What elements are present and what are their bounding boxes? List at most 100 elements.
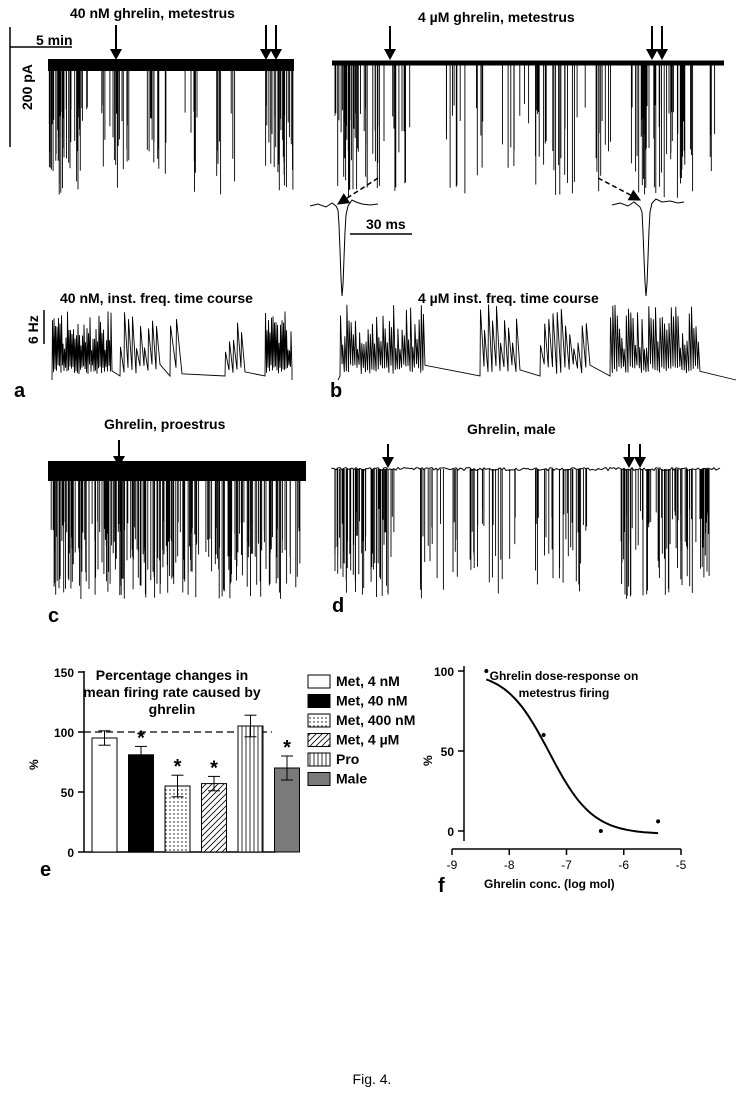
baseline-band [48,59,294,71]
chart-f-points [484,669,661,833]
chart-e-legend-swatch [307,772,331,786]
chart-e-legend-swatch [307,733,331,747]
baseline-noise [331,466,721,472]
chart-e-y-tick-label: 100 [54,726,74,740]
chart-e-significance-marker: * [283,737,291,759]
panel-letter-c: c [48,605,59,627]
inst-frequency-line [51,311,293,381]
chart-f-title: Ghrelin dose-response on metestrus firing [490,669,639,700]
chart-e-bar [274,767,300,853]
panel-letter-b: b [330,380,342,402]
chart-e-significance-marker: * [137,727,145,749]
dose-response-chart-f: Ghrelin dose-response on metestrus firing… [421,665,687,897]
panel-letter-d: d [332,595,344,617]
chart-f-y-tick-label: 100 [434,665,454,679]
chart-e-legend-label: Met, 400 nM [336,712,415,728]
chart-e-bar [237,725,264,853]
chart-f-x-tick-label: -9 [447,858,458,872]
spike-scale-label: 30 ms [366,216,406,232]
panel-a-title: 40 nM ghrelin, metestrus [70,5,235,21]
trace-d [331,466,721,599]
panel-b-subtitle: 4 µM inst. freq. time course [418,290,599,306]
chart-e-ylabel: % [27,759,41,770]
chart-f-x-tick-label: -8 [504,858,515,872]
arrow-head [384,49,396,60]
arrow-head [260,49,272,60]
chart-f-point [598,829,603,833]
arrow-head [270,49,282,60]
panel-c: Ghrelin, proestrus c [48,416,306,627]
zoom-arrow-left [336,177,379,205]
spike-events [334,63,716,198]
chart-f-title-line: metestrus firing [519,686,610,700]
arrow-head [382,457,394,468]
chart-e-legend-swatch [307,694,331,708]
time-scale-label: 5 min [36,32,73,48]
spike-events [50,471,301,599]
panel-b: 4 µM ghrelin, metestrus 30 ms 4 µM inst.… [309,9,737,402]
freq-trace-b [337,304,737,381]
chart-e-legend: Met, 4 nM Met, 40 nM Met, 400 nM Met, 4 µM P… [307,673,415,787]
trace-b [332,60,724,198]
panel-letter-e: e [40,859,51,881]
chart-e-legend-swatch [307,674,331,689]
figure-caption: Fig. 4. [352,1071,392,1087]
chart-f-fit-curve [485,678,659,835]
arrow-head [113,456,125,467]
chart-e-significance-marker: * [174,756,182,778]
inst-frequency-line [337,304,737,381]
chart-f-point [541,733,546,737]
chart-e-bar [91,737,118,853]
zoom-arrow-right [597,177,642,201]
current-scale-label: 200 pA [19,64,35,110]
chart-e-legend-swatch [307,713,331,728]
chart-e-bar [128,754,154,853]
baseline-band [48,461,306,481]
chart-e-title-line: mean firing rate caused by [83,684,261,700]
freq-scale-label: 6 Hz [25,315,41,344]
chart-e-y-tick-label: 50 [61,786,75,800]
chart-e-bars: * * * * [91,714,300,853]
arrow-head [646,49,658,60]
arrow-head [110,49,122,60]
panel-letter-f: f [438,875,445,897]
chart-f-x-tick-label: -6 [618,858,629,872]
chart-f-ylabel: % [421,755,435,766]
chart-e-y-ticks: 0 50 100 150 [54,666,84,860]
arrow-head [634,457,646,468]
trace-c [48,461,306,599]
chart-e-bar [201,783,227,853]
baseline-band [332,60,724,66]
expanded-spike-left [309,199,379,297]
panel-d: Ghrelin, male d [331,421,721,617]
chart-e-legend-label: Met, 4 µM [336,732,399,748]
chart-e-legend-label: Met, 4 nM [336,673,400,689]
arrow-head [623,457,635,468]
chart-e-legend-label: Male [336,771,367,787]
arrows-d [382,444,646,468]
arrows-b [384,26,668,60]
chart-f-x-ticks: -9 -8 -7 -6 -5 [447,849,687,872]
chart-f-y-ticks: 0 50 100 [434,665,464,839]
panel-d-title: Ghrelin, male [467,421,556,437]
expanded-spike-right [611,198,685,297]
spike-events [334,469,710,599]
panel-a-subtitle: 40 nM, inst. freq. time course [60,290,253,306]
chart-e-y-tick-label: 150 [54,666,74,680]
panel-b-title: 4 µM ghrelin, metestrus [418,9,575,25]
chart-f-point [656,819,661,824]
chart-f-x-tick-label: -5 [676,858,687,872]
arrow-head [656,49,668,60]
chart-e-legend-label: Met, 40 nM [336,693,408,709]
chart-f-y-tick-label: 50 [441,745,455,759]
chart-e-title-line: Percentage changes in [96,667,249,683]
freq-trace-a [51,311,293,381]
chart-f-xlabel: Ghrelin conc. (log mol) [484,877,615,891]
panel-a: 40 nM ghrelin, metestrus 5 min 200 pA 40… [9,5,294,402]
chart-e-legend-swatch [307,752,331,767]
chart-f-point [484,669,489,673]
chart-e-significance-marker: * [210,757,218,779]
spike-events [48,65,294,195]
